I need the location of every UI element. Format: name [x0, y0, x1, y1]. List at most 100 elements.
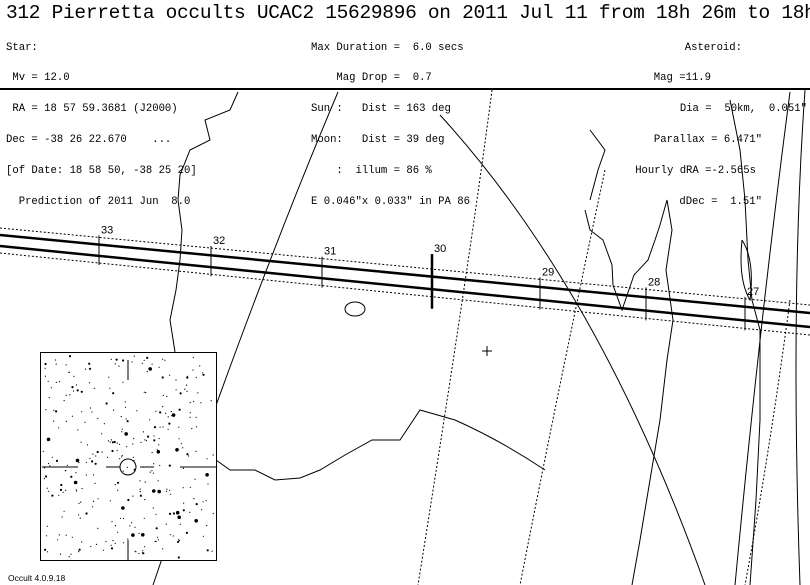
field-star: [153, 463, 155, 465]
field-star: [85, 474, 87, 476]
time-tick-label: 31: [324, 246, 336, 258]
mag-drop: Mag Drop = 0.7: [311, 72, 432, 85]
field-star: [152, 472, 154, 474]
field-star: [177, 556, 180, 559]
field-star: [197, 392, 199, 394]
field-star: [169, 489, 171, 491]
field-star: [164, 359, 166, 361]
moon-distance: Moon: Dist = 39 deg: [311, 134, 445, 147]
field-star: [193, 498, 195, 500]
field-star: [141, 533, 145, 537]
field-star: [138, 532, 140, 535]
field-star: [162, 394, 164, 396]
field-star: [182, 467, 185, 469]
field-star: [80, 390, 83, 393]
field-star: [116, 449, 118, 451]
path-limit-north-dotted: [0, 227, 810, 306]
field-star: [132, 495, 134, 497]
field-star: [58, 494, 60, 496]
island: [740, 239, 752, 302]
field-star: [142, 552, 145, 555]
field-star: [202, 535, 204, 537]
field-star: [95, 543, 98, 546]
field-star: [105, 540, 107, 543]
coastline-australia: [169, 91, 546, 481]
field-star: [132, 456, 134, 458]
field-star: [156, 450, 161, 454]
field-star: [188, 455, 190, 457]
field-star: [157, 489, 161, 494]
field-star: [65, 489, 67, 491]
field-star: [94, 462, 97, 465]
field-star: [170, 411, 172, 413]
field-star: [133, 355, 135, 357]
field-star: [123, 517, 125, 520]
field-star: [161, 376, 164, 379]
field-star: [168, 512, 172, 516]
field-star: [101, 433, 103, 435]
field-star: [46, 551, 49, 553]
star-field: [42, 355, 214, 559]
field-star: [166, 488, 168, 490]
field-star: [162, 548, 164, 550]
field-star: [144, 481, 146, 483]
field-star: [158, 437, 160, 440]
field-star: [143, 359, 145, 361]
field-star: [159, 464, 161, 467]
field-star: [189, 486, 191, 488]
field-star: [206, 525, 208, 527]
field-star: [53, 409, 55, 411]
field-star: [154, 540, 156, 543]
field-star: [88, 362, 91, 365]
field-star: [79, 517, 81, 519]
field-star: [63, 400, 65, 402]
field-star: [48, 397, 50, 399]
field-star: [189, 412, 191, 414]
field-star: [91, 460, 94, 463]
field-star: [143, 391, 145, 393]
page-title: 312 Pierretta occults UCAC2 15629896 on …: [6, 2, 810, 24]
field-star: [184, 388, 186, 390]
field-star: [97, 527, 99, 530]
field-star: [75, 458, 80, 463]
star-details: Star: Mv = 12.0 RA = 18 57 59.3681 (J200…: [6, 22, 197, 228]
field-star: [68, 355, 72, 358]
field-star: [111, 441, 114, 444]
field-star: [151, 363, 153, 365]
field-star: [171, 413, 176, 417]
field-star: [65, 364, 67, 366]
field-star: [109, 441, 111, 443]
field-star: [189, 416, 191, 418]
field-star: [152, 489, 156, 493]
field-star: [175, 448, 179, 452]
longitude-grid-2: [519, 169, 606, 585]
field-star: [114, 484, 116, 486]
field-star: [195, 503, 198, 506]
field-star: [212, 512, 214, 515]
field-star: [119, 458, 121, 460]
field-star: [48, 490, 50, 492]
field-star: [44, 367, 46, 369]
path-limit-south-dotted: [0, 252, 810, 336]
software-version: Occult 4.0.9.18: [8, 573, 66, 583]
field-star: [92, 500, 95, 502]
star-magnitude: Mv = 12.0: [6, 72, 70, 85]
field-star: [122, 381, 124, 383]
field-star: [170, 493, 172, 495]
field-star: [177, 515, 181, 520]
field-star: [44, 375, 47, 377]
field-star: [148, 367, 152, 371]
field-star: [210, 400, 212, 402]
field-star: [75, 489, 77, 491]
field-star: [212, 454, 214, 456]
field-star: [206, 458, 208, 460]
field-star: [110, 439, 113, 441]
field-star: [59, 488, 63, 491]
field-star: [153, 426, 157, 429]
field-star: [122, 470, 124, 472]
field-star: [114, 542, 116, 545]
field-star: [66, 464, 68, 466]
asteroid-magnitude: Mag =11.9: [653, 72, 711, 85]
field-star: [93, 387, 95, 389]
time-tick-label: 29: [542, 266, 554, 278]
